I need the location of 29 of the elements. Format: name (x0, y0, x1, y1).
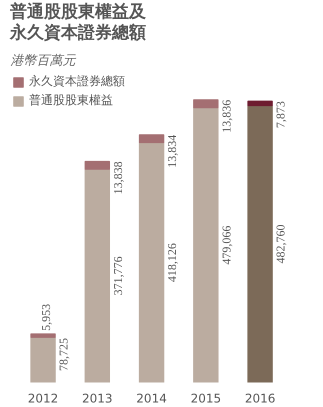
data-label: 7,873 (274, 101, 288, 128)
legend-label: 普通股股東權益 (29, 92, 113, 109)
bar (30, 333, 56, 338)
bar (247, 105, 273, 382)
chart-title: 普通股股東權益及永久資本證券總額 (10, 2, 147, 44)
data-label: 482,760 (274, 224, 288, 264)
bar (193, 99, 219, 108)
x-tick-label: 2012 (28, 392, 58, 406)
bar (138, 134, 164, 144)
bar (193, 107, 219, 382)
x-tick-label: 2016 (244, 392, 276, 406)
bar (84, 168, 110, 382)
data-label: 5,953 (38, 304, 53, 331)
bar (138, 142, 164, 382)
x-tick-label: 2013 (82, 392, 113, 406)
data-label: 371,776 (110, 256, 125, 296)
bar (84, 160, 110, 170)
chart-subtitle: 港幣百萬元 (10, 54, 76, 68)
bar (247, 100, 273, 106)
x-tick-label: 2014 (136, 392, 167, 406)
data-label: 13,838 (110, 161, 125, 194)
data-label: 13,834 (165, 134, 180, 168)
data-label: 418,126 (165, 243, 180, 282)
x-tick-label: 2015 (190, 392, 222, 406)
data-label: 479,066 (219, 226, 234, 265)
legend-label: 永久資本證券總額 (29, 73, 125, 90)
data-label: 78,725 (56, 338, 71, 372)
bar (30, 336, 56, 382)
data-label: 13,836 (219, 100, 234, 133)
